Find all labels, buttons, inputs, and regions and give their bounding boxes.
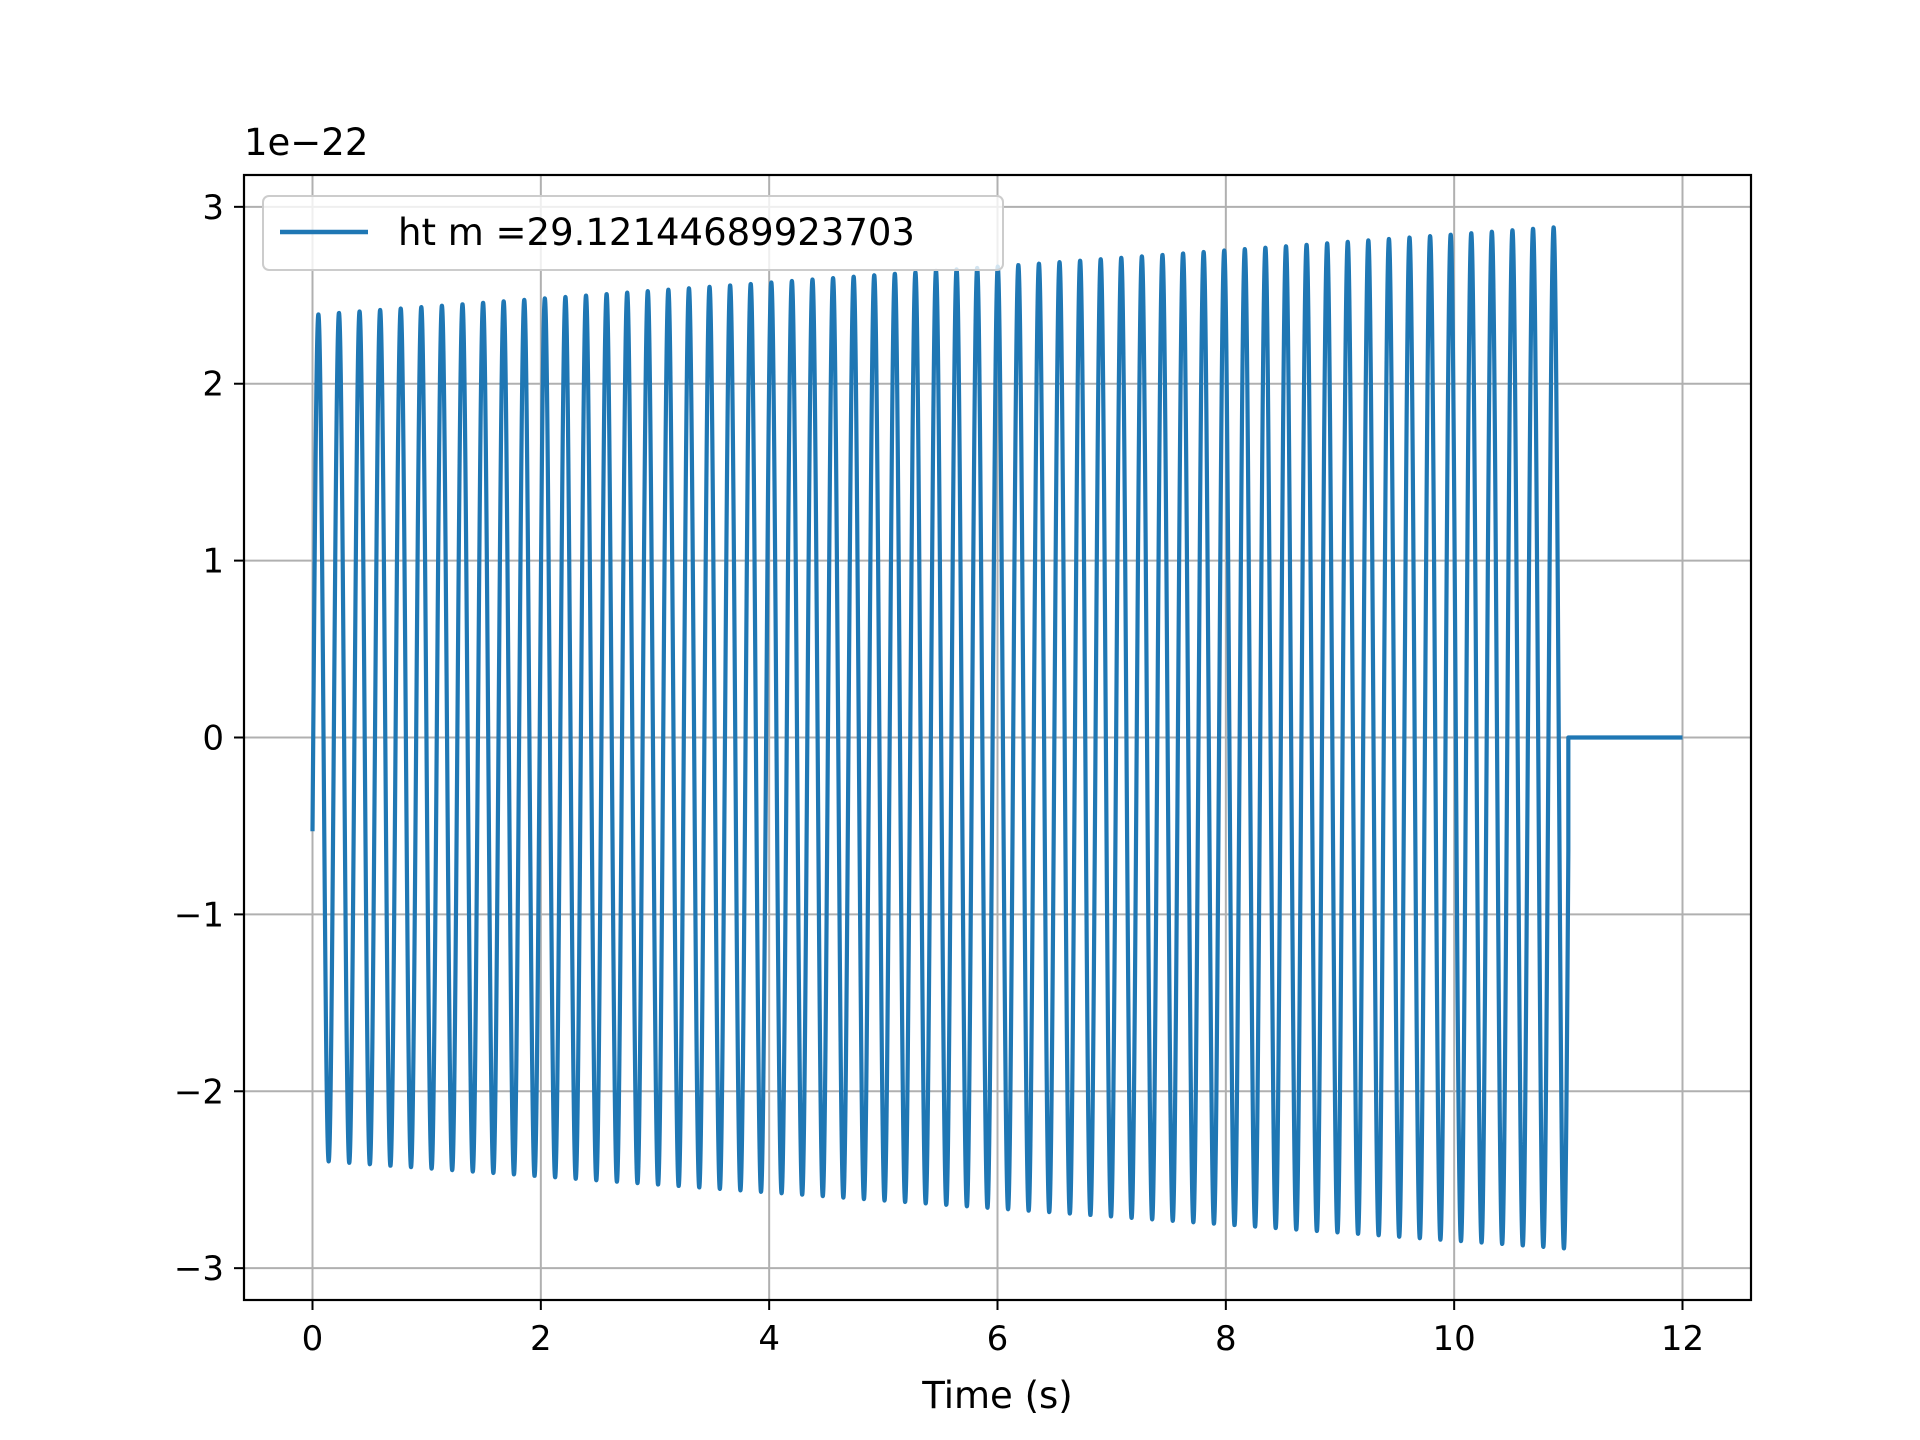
series-layer: [310, 225, 1683, 1251]
legend-box: [262, 195, 1004, 271]
y-offset-label: 1e−22: [244, 121, 368, 164]
y-tick-label: −1: [174, 895, 224, 935]
x-tick-label: 0: [302, 1319, 324, 1359]
y-tick-label: 0: [202, 719, 224, 759]
x-tick-label: 8: [1215, 1319, 1237, 1359]
x-axis-label: Time (s): [921, 1374, 1072, 1417]
y-tick-label: −2: [174, 1072, 224, 1112]
x-tick-label: 12: [1661, 1319, 1704, 1359]
y-tick-label: 1: [202, 542, 224, 582]
y-tick-label: −3: [174, 1249, 224, 1289]
y-tick-label: 2: [202, 365, 224, 405]
series-line: [310, 225, 1683, 1251]
x-tick-label: 6: [987, 1319, 1009, 1359]
legend-label: ht m =29.12144689923703: [398, 211, 915, 254]
x-tick-label: 2: [530, 1319, 552, 1359]
x-tick-label: 4: [758, 1319, 780, 1359]
legend: ht m =29.12144689923703: [262, 195, 1004, 271]
x-tick-label: 10: [1433, 1319, 1476, 1359]
y-tick-label: 3: [202, 188, 224, 228]
